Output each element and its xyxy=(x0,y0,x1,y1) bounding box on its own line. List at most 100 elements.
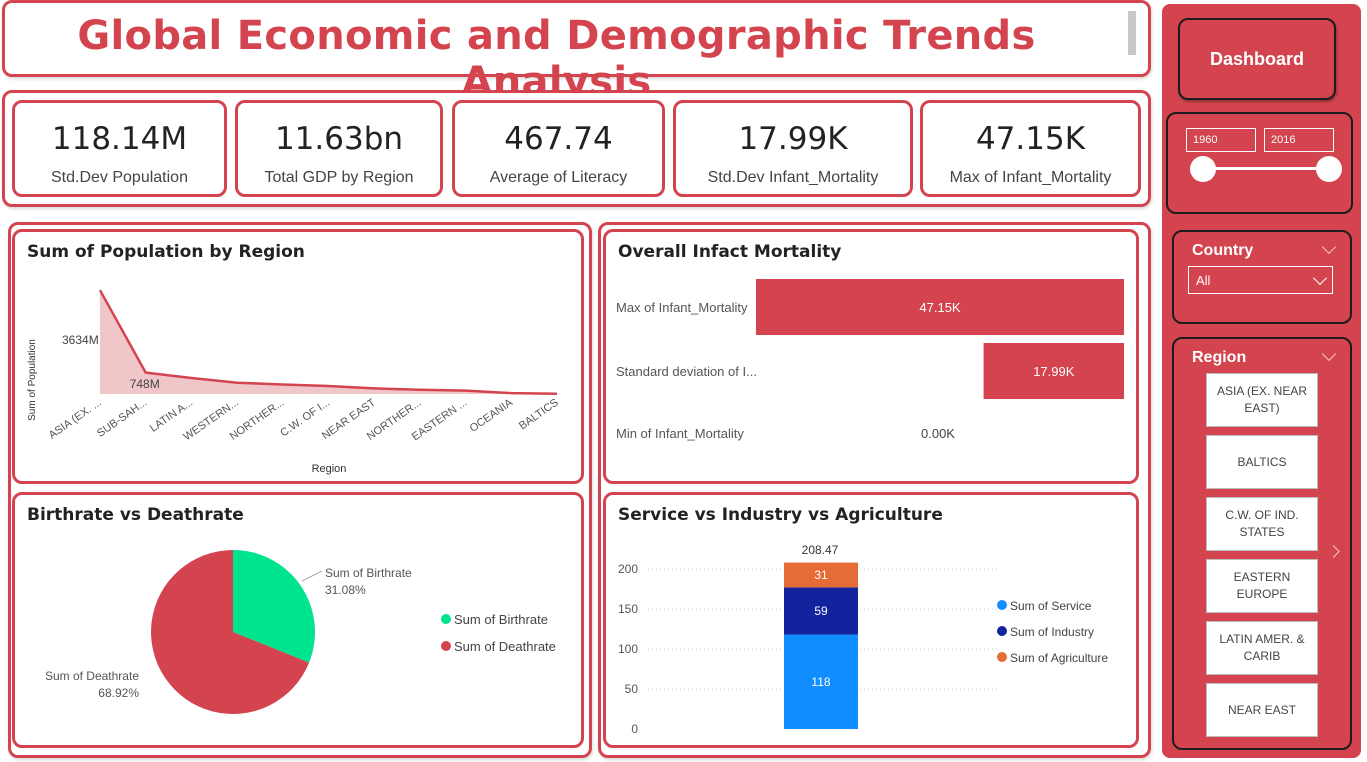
dashboard-button[interactable]: Dashboard xyxy=(1178,18,1336,100)
data-label: 3634M xyxy=(62,333,99,347)
kpi-card-max-infant: 47.15K Max of Infant_Mortality xyxy=(920,100,1141,197)
segment-data-label: 31 xyxy=(814,568,828,582)
stack-segment xyxy=(784,562,858,588)
region-option[interactable]: NEAR EAST xyxy=(1206,683,1318,737)
region-option[interactable]: C.W. OF IND. STATES xyxy=(1206,497,1318,551)
mortality-bar xyxy=(983,343,1124,399)
country-slicer: Country All xyxy=(1172,230,1352,324)
kpi-value: 11.63bn xyxy=(274,121,404,157)
pie-slice-deathrate xyxy=(151,550,310,714)
segment-data-label: 118 xyxy=(811,675,830,689)
date-range-slicer: 1960 2016 xyxy=(1166,112,1353,214)
region-option[interactable]: BALTICS xyxy=(1206,435,1318,489)
bar-data-label: 17.99K xyxy=(1033,364,1075,379)
title-banner: Global Economic and Demographic Trends A… xyxy=(2,0,1151,105)
death-data-pct: 68.92% xyxy=(98,686,139,700)
bar-data-label: 0.00K xyxy=(921,426,955,441)
mortality-bar-chart: Max of Infant_Mortality 47.15K Standard de… xyxy=(616,279,1124,441)
population-area-chart: Sum of Population Region 3634M 748M ASIA (… xyxy=(27,289,561,475)
x-tick-label: BALTICS xyxy=(517,397,561,433)
bar-category-label: Min of Infant_Mortality xyxy=(616,426,744,441)
chevron-down-icon xyxy=(1312,270,1328,286)
mortality-bar xyxy=(756,279,1124,335)
total-data-label: 208.47 xyxy=(802,543,839,557)
legend-service[interactable]: Sum of Service xyxy=(1010,599,1092,613)
date-slider-track[interactable] xyxy=(1204,167,1317,170)
sector-stacked-bar-chart: 208.47 Sum of Service Sum of Industry Su… xyxy=(618,543,1108,736)
y-tick-label: 0 xyxy=(631,722,638,736)
pie-slice-birthrate xyxy=(233,550,316,663)
date-start-input[interactable]: 1960 xyxy=(1186,128,1256,152)
x-tick-label: ASIA (EX. ... xyxy=(47,397,104,442)
kpi-card-gdp: 11.63bn Total GDP by Region xyxy=(235,100,443,197)
region-slicer: Region ASIA (EX. NEAR EAST) BALTICS C.W.… xyxy=(1172,337,1352,750)
sidebar: Dashboard 1960 2016 Country All Region A… xyxy=(1162,4,1361,758)
bar-category-label: Max of Infant_Mortality xyxy=(616,300,748,315)
chevron-down-icon[interactable] xyxy=(1321,239,1337,255)
legend-dot-death xyxy=(441,641,451,651)
chart-title: Overall Infact Mortality xyxy=(618,242,842,262)
legend-death[interactable]: Sum of Deathrate xyxy=(454,639,556,654)
date-end-input[interactable]: 2016 xyxy=(1264,128,1334,152)
pie-chart-card: Birthrate vs Deathrate Sum of Birthrate … xyxy=(12,492,584,748)
legend-dot-agriculture xyxy=(997,652,1007,662)
legend-dot-birth xyxy=(441,614,451,624)
country-dropdown[interactable]: All xyxy=(1188,266,1333,294)
kpi-label: Std.Dev Infant_Mortality xyxy=(707,169,879,186)
birth-data-label: Sum of Birthrate xyxy=(325,566,412,580)
y-tick-label: 50 xyxy=(625,682,639,696)
chart-title: Sum of Population by Region xyxy=(27,242,305,262)
legend-dot-industry xyxy=(997,626,1007,636)
page-title: Global Economic and Demographic Trends A… xyxy=(77,13,1036,105)
slider-end-handle[interactable] xyxy=(1316,156,1342,182)
chart-title: Birthrate vs Deathrate xyxy=(27,505,244,525)
y-axis-label: Sum of Population xyxy=(27,339,38,421)
kpi-value: 118.14M xyxy=(51,121,188,157)
region-slicer-title: Region xyxy=(1192,349,1247,366)
region-option[interactable]: LATIN AMER. & CARIB xyxy=(1206,621,1318,675)
kpi-value: 17.99K xyxy=(738,121,848,157)
y-tick-label: 100 xyxy=(618,642,638,656)
birth-death-pie-chart: Sum of Birthrate 31.08% Sum of Deathrate… xyxy=(45,550,556,714)
population-area-fill xyxy=(100,290,557,394)
bar-category-label: Standard deviation of I... xyxy=(616,364,757,379)
x-tick-label: OCEANIA xyxy=(468,396,516,435)
stack-segment xyxy=(784,634,858,729)
legend-agriculture[interactable]: Sum of Agriculture xyxy=(1010,651,1108,665)
death-data-label: Sum of Deathrate xyxy=(45,669,139,683)
population-chart-card: Sum of Population by Region Sum of Popul… xyxy=(12,229,584,484)
segment-data-label: 59 xyxy=(814,604,828,618)
mortality-chart-card: Overall Infact Mortality Max of Infant_M… xyxy=(603,229,1139,484)
region-option[interactable]: ASIA (EX. NEAR EAST) xyxy=(1206,373,1318,427)
title-scrollbar[interactable] xyxy=(1128,11,1136,55)
population-line xyxy=(98,289,558,396)
x-tick-label: SUB-SAH... xyxy=(95,397,149,440)
slider-start-handle[interactable] xyxy=(1190,156,1216,182)
legend-industry[interactable]: Sum of Industry xyxy=(1010,625,1094,639)
kpi-card-literacy: 467.74 Average of Literacy xyxy=(452,100,665,197)
data-label: 748M xyxy=(130,377,160,391)
y-tick-label: 200 xyxy=(618,562,638,576)
x-axis-label: Region xyxy=(312,463,347,475)
stack-segment xyxy=(784,587,858,635)
kpi-card-std-infant: 17.99K Std.Dev Infant_Mortality xyxy=(673,100,913,197)
chevron-right-icon[interactable] xyxy=(1327,545,1340,558)
y-tick-label: 150 xyxy=(618,602,638,616)
country-slicer-title: Country xyxy=(1192,242,1254,259)
kpi-card-population: 118.14M Std.Dev Population xyxy=(12,100,227,197)
birth-leader-line xyxy=(301,570,323,582)
kpi-label: Std.Dev Population xyxy=(51,169,188,186)
legend-birth[interactable]: Sum of Birthrate xyxy=(454,612,548,627)
kpi-label: Total GDP by Region xyxy=(264,169,414,186)
kpi-label: Max of Infant_Mortality xyxy=(949,169,1112,186)
birth-data-pct: 31.08% xyxy=(325,583,366,597)
chevron-down-icon[interactable] xyxy=(1321,346,1337,362)
legend-dot-service xyxy=(997,600,1007,610)
region-option[interactable]: EASTERN EUROPE xyxy=(1206,559,1318,613)
country-dropdown-value: All xyxy=(1196,273,1211,288)
bar-data-label: 47.15K xyxy=(919,300,961,315)
kpi-value: 47.15K xyxy=(975,121,1086,157)
kpi-value: 467.74 xyxy=(504,121,613,157)
chart-title: Service vs Industry vs Agriculture xyxy=(618,505,943,525)
kpi-label: Average of Literacy xyxy=(489,169,628,186)
